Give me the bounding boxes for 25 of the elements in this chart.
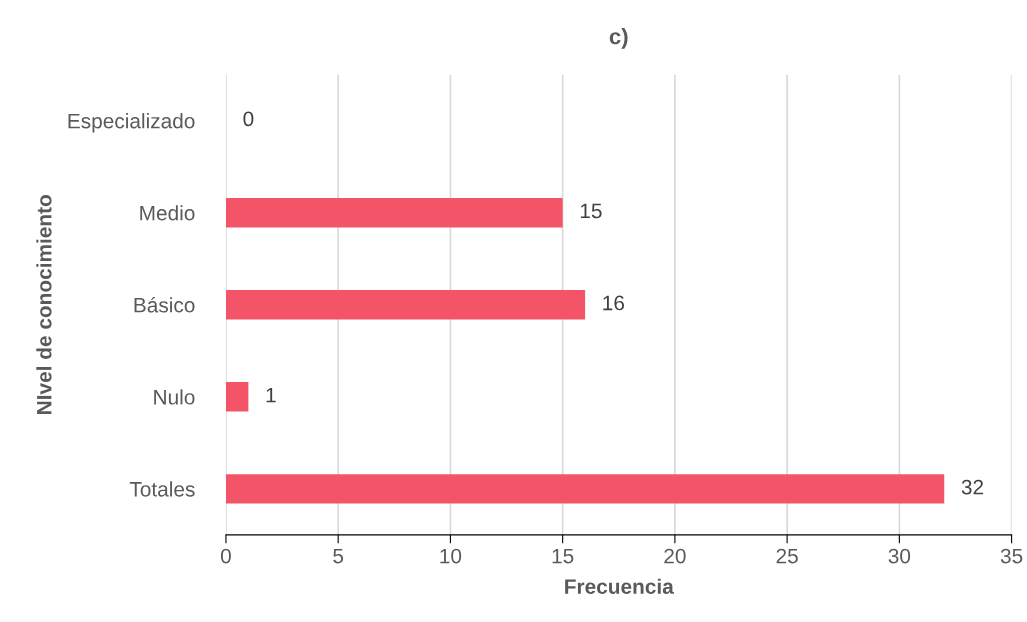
data-label: 32 <box>961 479 984 495</box>
data-label: 16 <box>603 295 625 311</box>
data-label: 0 <box>243 111 254 127</box>
bar <box>225 198 563 228</box>
x-tick-label: 10 <box>440 548 462 564</box>
y-tick-label: Totales <box>129 481 195 497</box>
y-axis-title: NIvel de conocimiento <box>36 195 52 414</box>
y-tick-label: Nulo <box>154 389 195 405</box>
x-tick-label: 25 <box>776 548 798 564</box>
y-tick-label: Básico <box>134 296 195 313</box>
x-tick-label: 35 <box>1000 548 1023 564</box>
data-label: 1 <box>266 387 276 403</box>
x-tick-label: 0 <box>220 548 231 564</box>
x-tick-label: 30 <box>888 548 911 564</box>
chart-title: c) <box>609 27 628 49</box>
y-tick-label: Especializado <box>68 113 195 133</box>
x-tick-label: 20 <box>664 548 686 564</box>
bar <box>225 290 586 320</box>
data-label: 15 <box>580 203 602 219</box>
bar <box>225 382 249 412</box>
y-tick-label: Medio <box>140 205 195 221</box>
x-tick-label: 5 <box>333 548 344 564</box>
bar <box>225 474 945 504</box>
x-tick-label: 15 <box>552 548 574 564</box>
x-axis-title: Frecuencia <box>565 578 674 594</box>
